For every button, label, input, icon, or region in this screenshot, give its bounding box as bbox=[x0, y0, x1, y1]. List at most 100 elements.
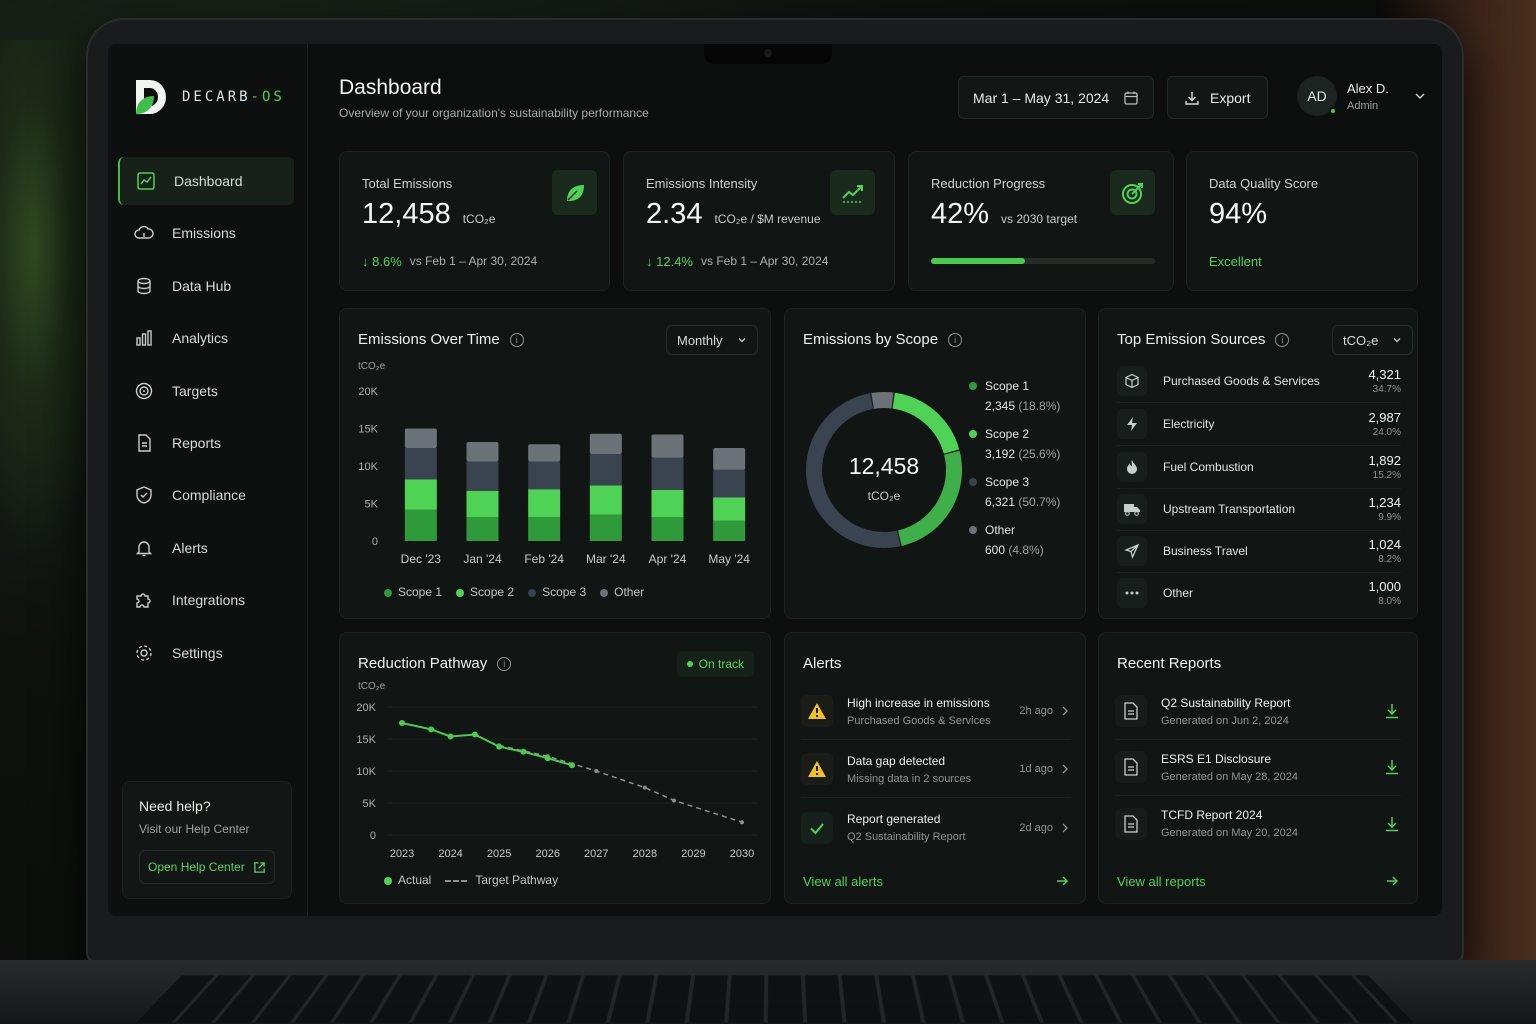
legend-other: Other bbox=[600, 585, 644, 599]
report-item[interactable]: ESRS E1 Disclosure Generated on May 28, 2… bbox=[1115, 739, 1401, 796]
scope-legend-item: Scope 1 2,345 (18.8%) bbox=[969, 379, 1060, 413]
bar-segment bbox=[713, 470, 745, 498]
period-select[interactable]: Monthly bbox=[666, 325, 758, 355]
source-row[interactable]: Upstream Transportation 1,234 9.9% bbox=[1117, 489, 1401, 531]
bar-segment bbox=[590, 434, 622, 454]
x-tick-label: Apr '24 bbox=[649, 552, 687, 566]
x-tick-label: 2029 bbox=[681, 848, 705, 860]
y-tick-label: 15K bbox=[358, 424, 378, 436]
bar-segment bbox=[467, 491, 499, 517]
info-icon[interactable]: i bbox=[497, 657, 511, 671]
alert-item[interactable]: Data gap detected Missing data in 2 sourc… bbox=[801, 741, 1071, 798]
user-menu[interactable]: AD Alex D. Admin bbox=[1297, 76, 1427, 116]
info-icon[interactable]: i bbox=[1275, 333, 1289, 347]
info-icon[interactable]: i bbox=[948, 333, 962, 347]
x-tick-label: 2024 bbox=[438, 848, 462, 860]
source-row[interactable]: Other 1,000 8.0% bbox=[1117, 572, 1401, 614]
database-icon bbox=[134, 276, 154, 296]
source-row[interactable]: Business Travel 1,024 8.2% bbox=[1117, 531, 1401, 573]
user-role: Admin bbox=[1347, 100, 1389, 112]
chevron-right-icon bbox=[1059, 822, 1071, 834]
alert-item[interactable]: High increase in emissions Purchased Good… bbox=[801, 683, 1071, 740]
bar-segment bbox=[590, 454, 622, 486]
export-button[interactable]: Export bbox=[1167, 76, 1268, 119]
y-tick-label: 0 bbox=[372, 536, 378, 548]
emissions-by-scope-card: Emissions by Scope i 12,458 tCO₂e Scope 1… bbox=[784, 308, 1086, 619]
sidebar-item-settings[interactable]: Settings bbox=[118, 629, 294, 677]
bar-segment bbox=[467, 517, 499, 541]
gear-icon bbox=[134, 643, 154, 663]
target-icon bbox=[134, 381, 154, 401]
target-point bbox=[672, 798, 676, 802]
kpi-delta: ↓ 8.6% vs Feb 1 – Apr 30, 2024 bbox=[362, 254, 537, 269]
sidebar-item-compliance[interactable]: Compliance bbox=[118, 471, 294, 519]
report-item[interactable]: Q2 Sustainability Report Generated on Jun… bbox=[1115, 683, 1401, 740]
download-icon[interactable] bbox=[1383, 815, 1401, 833]
open-help-center-button[interactable]: Open Help Center bbox=[139, 850, 275, 884]
sidebar-item-integrations[interactable]: Integrations bbox=[118, 576, 294, 624]
leaf-icon bbox=[552, 170, 597, 215]
bar-segment bbox=[652, 458, 684, 490]
source-row[interactable]: Fuel Combustion 1,892 15.2% bbox=[1117, 447, 1401, 489]
donut-slice bbox=[894, 401, 952, 452]
reduction-line-chart: 05K10K15K20K2023 2024 2025 2026 2027 2028 2029… bbox=[340, 695, 772, 875]
report-item[interactable]: TCFD Report 2024 Generated on May 20, 202… bbox=[1115, 795, 1401, 852]
source-row[interactable]: Purchased Goods & Services 4,321 34.7% bbox=[1117, 361, 1401, 403]
alert-item[interactable]: Report generated Q2 Sustainability Report… bbox=[801, 799, 1071, 856]
download-icon[interactable] bbox=[1383, 758, 1401, 776]
view-all-reports-link[interactable]: View all reports bbox=[1117, 874, 1399, 889]
kpi-reduction-progress-card: Reduction Progress 42% vs 2030 target bbox=[908, 151, 1174, 291]
unit-select[interactable]: tCO₂e bbox=[1332, 325, 1413, 355]
bar-segment bbox=[528, 444, 560, 461]
target-point bbox=[740, 820, 744, 824]
sidebar-item-dashboard[interactable]: Dashboard bbox=[118, 157, 294, 205]
logo[interactable]: DECARB-OS bbox=[134, 78, 285, 116]
box-icon bbox=[1117, 366, 1147, 396]
kpi-delta: ↓ 12.4% vs Feb 1 – Apr 30, 2024 bbox=[646, 254, 828, 269]
help-subtitle: Visit our Help Center bbox=[139, 822, 275, 836]
help-title: Need help? bbox=[139, 798, 275, 814]
date-range-label: Mar 1 – May 31, 2024 bbox=[973, 90, 1109, 106]
keyboard-keys bbox=[137, 975, 1414, 1022]
export-label: Export bbox=[1210, 90, 1250, 106]
bar-segment bbox=[652, 517, 684, 541]
download-icon[interactable] bbox=[1383, 702, 1401, 720]
sidebar-item-data-hub[interactable]: Data Hub bbox=[118, 262, 294, 310]
sidebar-item-targets[interactable]: Targets bbox=[118, 367, 294, 415]
x-tick-label: 2023 bbox=[390, 848, 414, 860]
chart-legend: Actual Target Pathway bbox=[384, 873, 558, 887]
bar-segment bbox=[590, 486, 622, 515]
sidebar-item-alerts[interactable]: Alerts bbox=[118, 524, 294, 572]
y-tick-label: 20K bbox=[358, 386, 378, 398]
x-tick-label: 2027 bbox=[584, 848, 608, 860]
sidebar-item-emissions[interactable]: Emissions bbox=[118, 209, 294, 257]
donut-center-unit: tCO₂e bbox=[799, 489, 969, 503]
card-title: Emissions by Scope i bbox=[803, 331, 962, 348]
card-title: Emissions Over Time i bbox=[358, 331, 524, 348]
target-icon bbox=[1110, 170, 1155, 215]
cloud-icon bbox=[134, 223, 154, 243]
avatar: AD bbox=[1297, 76, 1337, 116]
sidebar-item-reports[interactable]: Reports bbox=[118, 419, 294, 467]
sidebar-item-analytics[interactable]: Analytics bbox=[118, 314, 294, 362]
puzzle-icon bbox=[134, 590, 154, 610]
legend-scope-3: Scope 3 bbox=[528, 585, 586, 599]
donut-center-value: 12,458 bbox=[799, 453, 969, 480]
kpi-label: Reduction Progress bbox=[931, 176, 1045, 191]
online-status-dot bbox=[1329, 107, 1337, 115]
sidebar-item-label: Data Hub bbox=[172, 278, 231, 294]
reduction-progress-bar bbox=[931, 258, 1155, 264]
x-tick-label: Dec '23 bbox=[401, 552, 442, 566]
date-range-picker[interactable]: Mar 1 – May 31, 2024 bbox=[958, 76, 1154, 119]
scope-legend-item: Scope 3 6,321 (50.7%) bbox=[969, 475, 1060, 509]
actual-point bbox=[569, 762, 575, 768]
y-tick-label: 20K bbox=[356, 702, 376, 714]
source-row[interactable]: Electricity 2,987 24.0% bbox=[1117, 404, 1401, 446]
view-all-alerts-link[interactable]: View all alerts bbox=[803, 874, 1069, 889]
sidebar-item-label: Reports bbox=[172, 435, 221, 451]
bar-segment bbox=[405, 510, 437, 542]
shield-icon bbox=[134, 485, 154, 505]
actual-point bbox=[545, 755, 551, 761]
info-icon[interactable]: i bbox=[510, 333, 524, 347]
progress-fill bbox=[931, 258, 1025, 264]
